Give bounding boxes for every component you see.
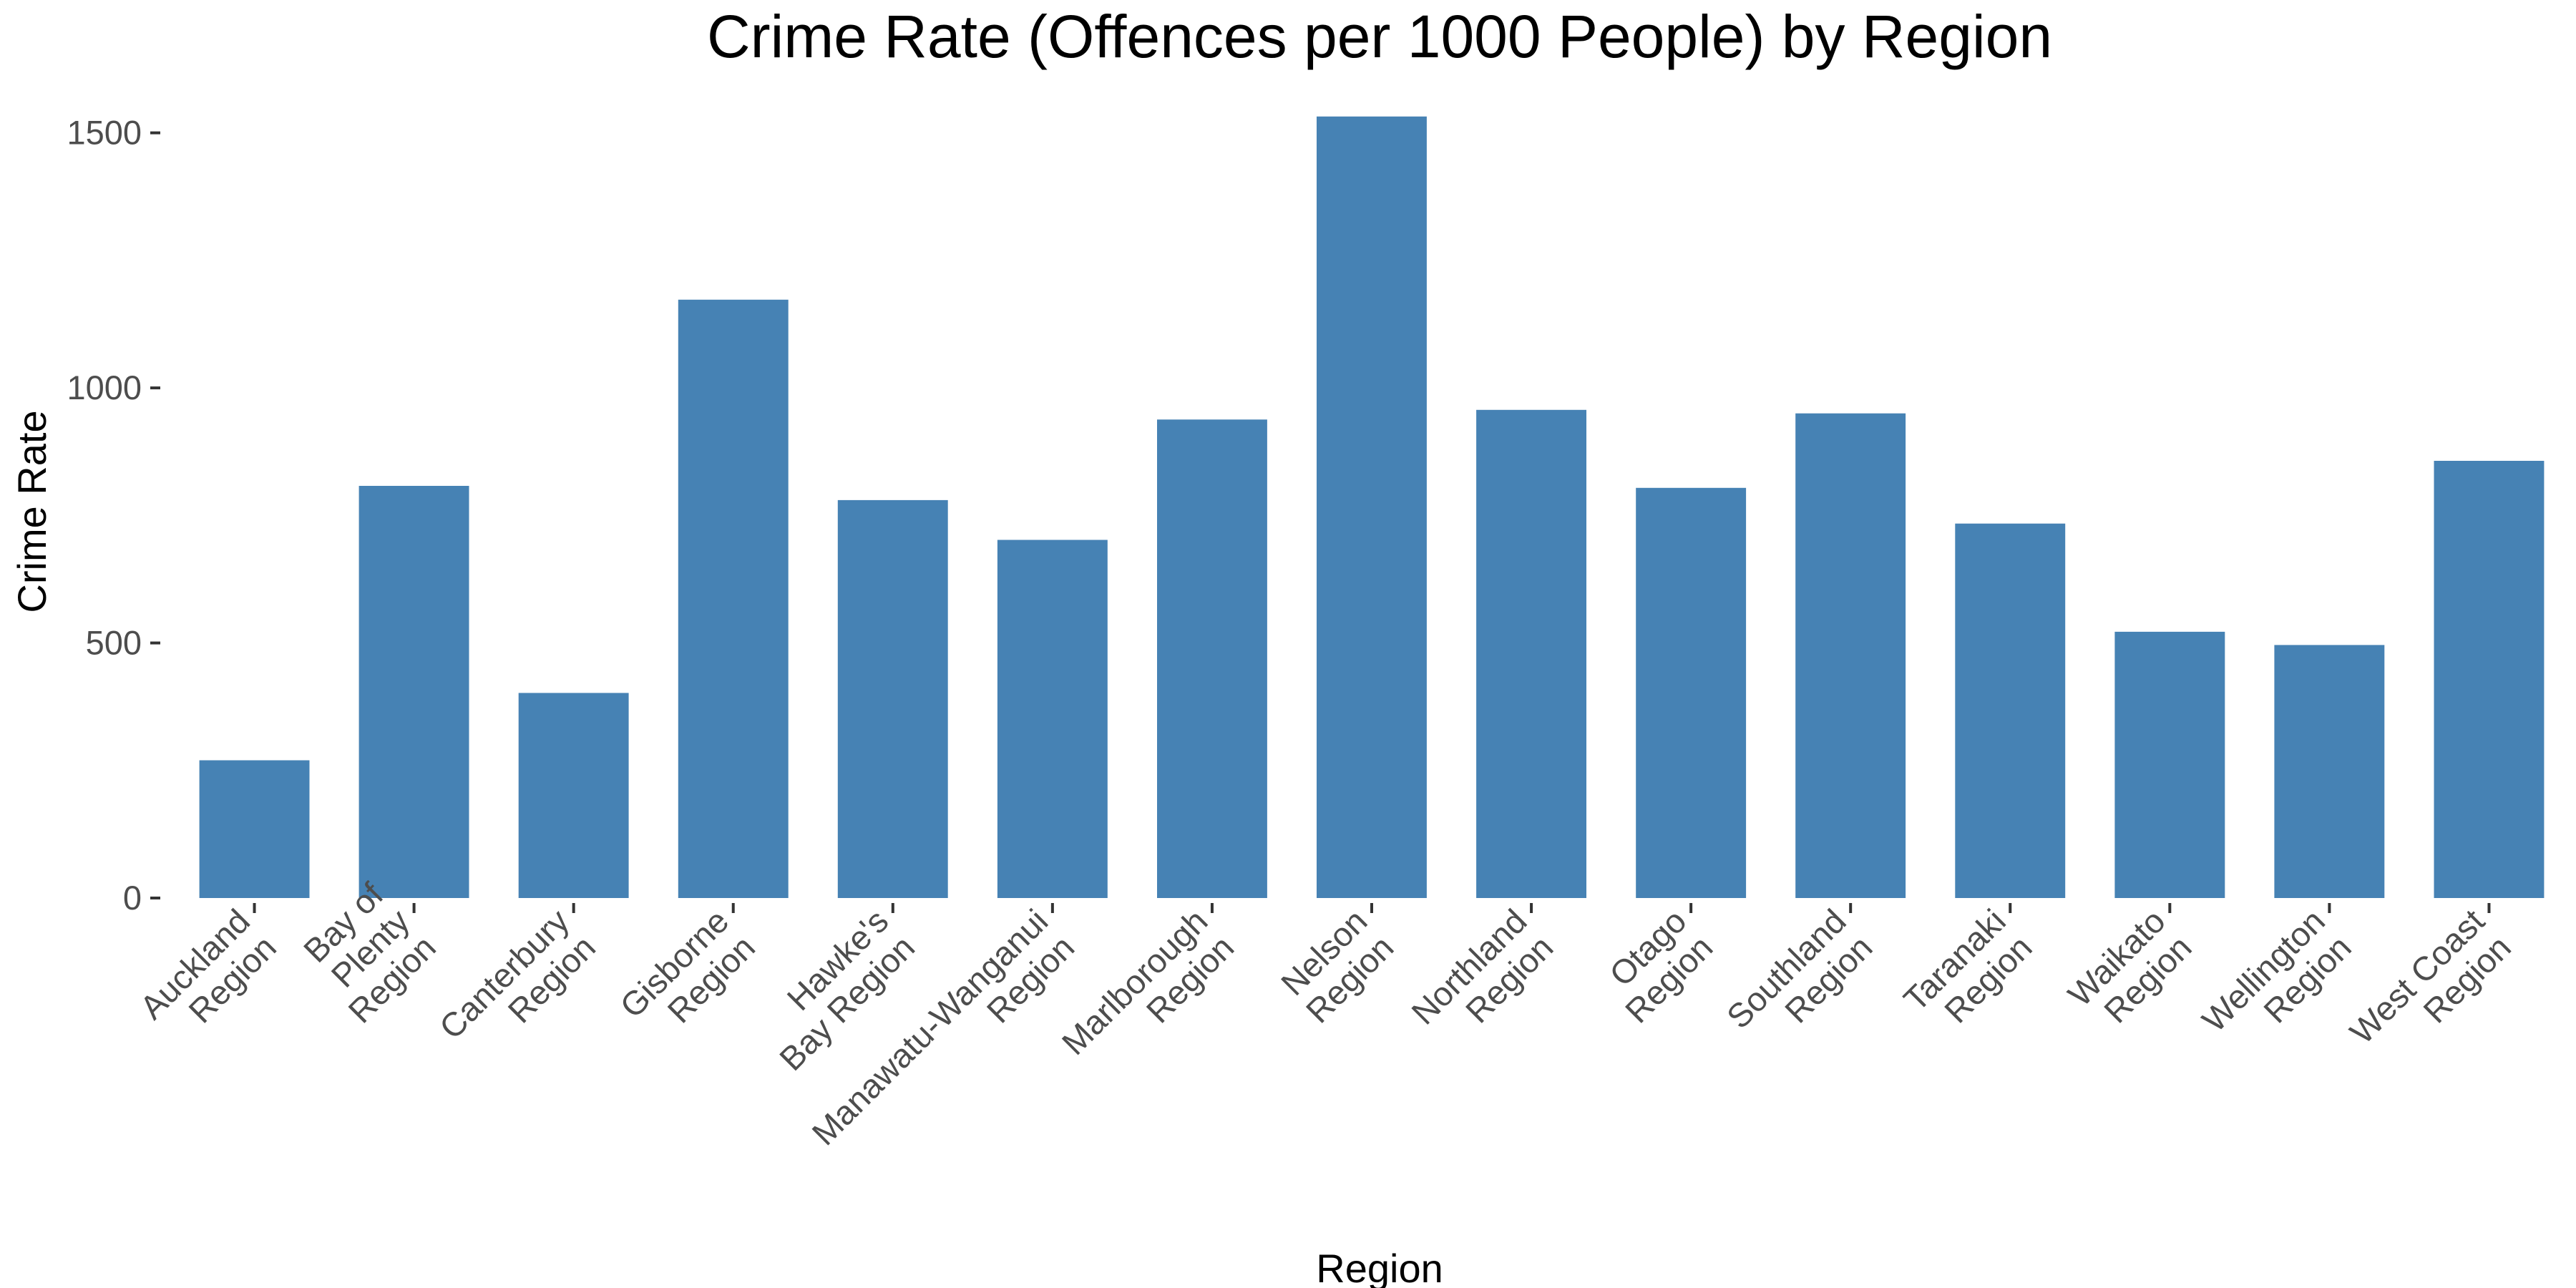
bar-11 [1955,523,2066,898]
bars-group [199,116,2545,898]
x-tick-label-13: WellingtonRegion [2195,902,2358,1065]
bar-5 [997,540,1108,898]
bar-7 [1317,116,1427,898]
bar-9 [1636,487,1747,898]
x-tick-label-14: West CoastRegion [2342,902,2517,1077]
bar-0 [199,760,310,898]
bar-10 [1795,413,1906,898]
x-tick-label-11: TaranakiRegion [1896,902,2039,1045]
x-axis-title: Region [1316,1246,1443,1288]
bar-8 [1476,409,1586,898]
bar-14 [2434,461,2545,898]
x-tick-label-3: GisborneRegion [613,902,762,1051]
y-tick-label-1: 500 [86,624,142,662]
bar-4 [837,499,948,898]
x-tick-label-2: CanterburyRegion [431,902,602,1073]
chart-title: Crime Rate (Offences per 1000 People) by… [707,3,2052,70]
x-tick-label-8: NorthlandRegion [1404,902,1560,1058]
bar-3 [678,299,789,898]
bar-1 [358,486,469,898]
bar-13 [2274,645,2385,898]
y-tick-label-0: 0 [123,879,142,917]
y-tick-label-3: 1500 [67,114,142,152]
x-tick-label-9: OtagoRegion [1591,902,1720,1030]
x-tick-label-0: AucklandRegion [132,902,283,1053]
y-axis: 0 500 1000 1500 [67,114,160,917]
x-tick-label-6: MarlboroughRegion [1054,902,1241,1088]
x-tick-label-12: WaikatoRegion [2061,902,2199,1040]
bar-12 [2114,631,2225,898]
x-tick-label-10: SouthlandRegion [1719,902,1880,1062]
y-tick-label-2: 1000 [67,369,142,406]
x-tick-label-7: NelsonRegion [1272,902,1401,1030]
bar-6 [1157,419,1267,898]
bar-2 [518,693,629,898]
x-tick-label-1: Bay ofPlentyRegion [288,875,444,1030]
y-axis-title: Crime Rate [9,410,54,613]
